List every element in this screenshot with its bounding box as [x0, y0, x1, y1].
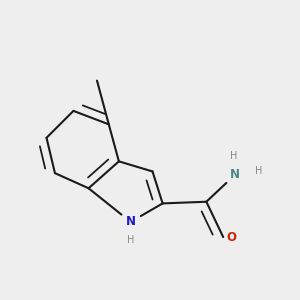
Text: H: H: [127, 236, 134, 245]
Text: N: N: [230, 168, 240, 181]
Text: O: O: [226, 231, 237, 244]
Text: N: N: [126, 215, 136, 228]
Text: H: H: [255, 166, 262, 176]
Text: H: H: [230, 151, 237, 161]
